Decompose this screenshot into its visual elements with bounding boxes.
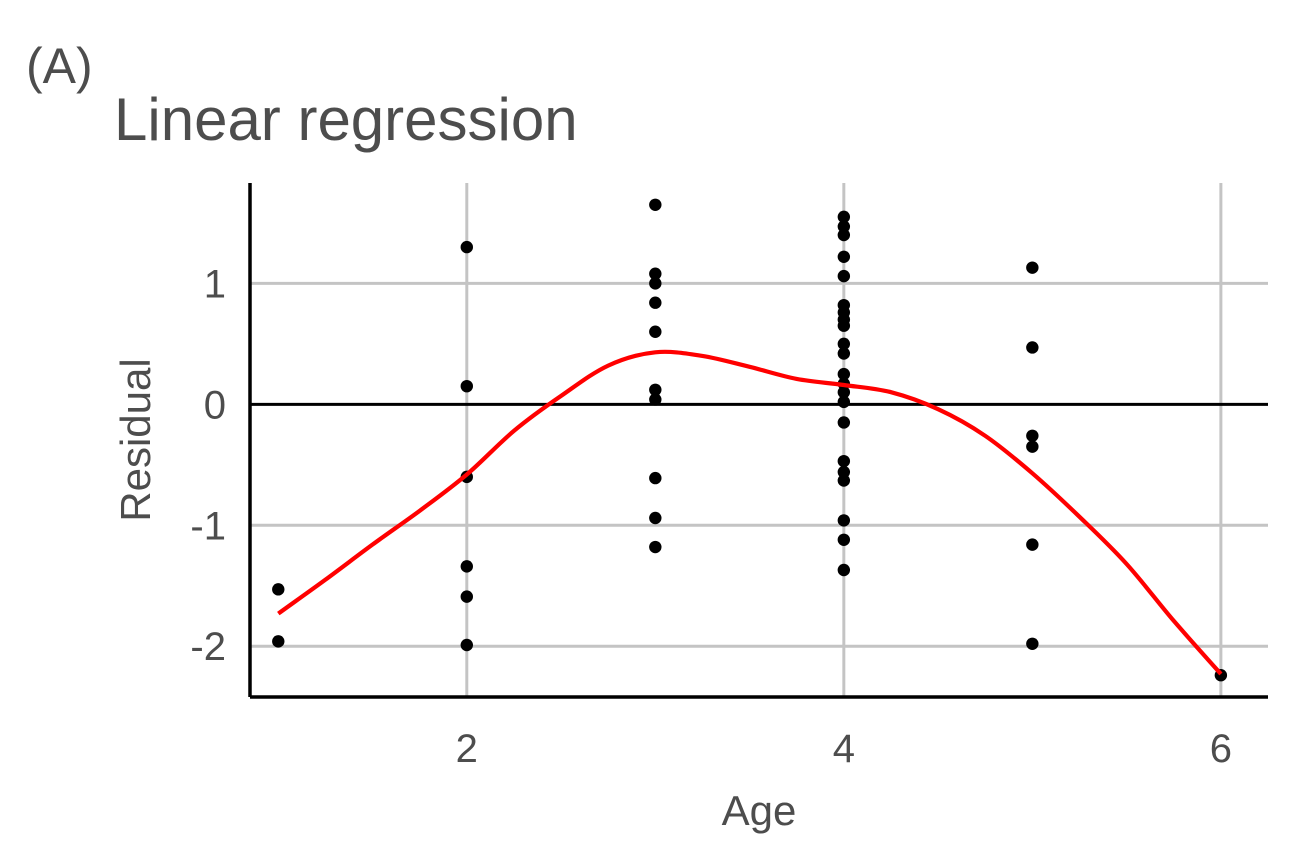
- axes: [248, 183, 1268, 699]
- data-point-44: [1026, 440, 1039, 453]
- y-tick-label--1: -1: [190, 504, 226, 548]
- data-point-2: [272, 635, 285, 648]
- x-axis-title: Age: [722, 787, 797, 834]
- data-point-16: [649, 471, 662, 485]
- data-point-15: [649, 393, 662, 406]
- panel-tag: (A): [26, 38, 93, 94]
- data-point-28: [837, 337, 851, 351]
- data-point-13: [649, 325, 662, 338]
- data-point-7: [460, 590, 473, 603]
- data-point-23: [837, 269, 851, 283]
- data-point-17: [649, 511, 662, 525]
- data-point-33: [837, 395, 851, 409]
- loess-smooth-line: [277, 349, 1223, 676]
- data-point-3: [460, 240, 473, 254]
- data-point-41: [1026, 261, 1039, 274]
- data-point-1: [272, 583, 285, 596]
- data-point-22: [837, 250, 851, 263]
- data-point-34: [837, 416, 851, 429]
- data-point-4: [460, 379, 473, 393]
- data-point-18: [649, 540, 662, 554]
- data-point-14: [649, 383, 662, 397]
- data-point-6: [460, 560, 473, 573]
- data-point-11: [649, 277, 662, 290]
- x-tick-label-6: 6: [1210, 727, 1232, 771]
- y-tick-label-0: 0: [204, 383, 226, 427]
- data-point-32: [837, 386, 851, 399]
- data-point-35: [837, 454, 851, 468]
- data-point-29: [837, 347, 851, 360]
- y-axis-title: Residual: [112, 358, 159, 521]
- data-point-12: [649, 296, 662, 309]
- data-point-21: [837, 228, 851, 242]
- tick-labels: 2 4 6 -2 -1 0 1: [190, 262, 1232, 771]
- data-point-46: [1026, 637, 1039, 650]
- y-tick-label--2: -2: [190, 625, 226, 669]
- data-point-38: [837, 514, 851, 527]
- smooth-curve: [277, 349, 1223, 676]
- data-point-10: [649, 267, 662, 280]
- x-tick-label-2: 2: [456, 727, 478, 771]
- chart-title: Linear regression: [114, 86, 578, 153]
- data-point-9: [649, 198, 662, 211]
- data-point-43: [1026, 429, 1039, 442]
- grid: [250, 183, 1268, 697]
- data-point-45: [1026, 538, 1039, 551]
- data-point-30: [837, 367, 851, 381]
- data-point-40: [837, 563, 851, 577]
- data-point-39: [837, 533, 851, 546]
- data-point-8: [460, 638, 473, 652]
- data-point-37: [837, 474, 851, 487]
- data-point-19: [837, 210, 851, 224]
- data-point-27: [837, 319, 851, 332]
- x-tick-label-4: 4: [833, 727, 855, 771]
- data-point-42: [1026, 341, 1039, 354]
- y-tick-label-1: 1: [204, 262, 226, 306]
- data-points: [272, 198, 1228, 682]
